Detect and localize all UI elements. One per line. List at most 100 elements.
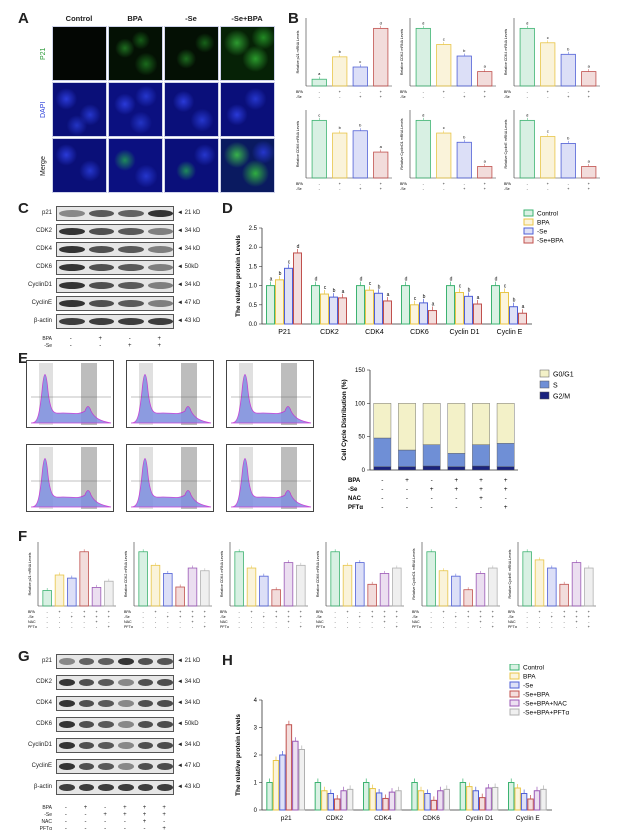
mini-letter: b <box>463 48 466 53</box>
treat-mark: - <box>443 619 445 624</box>
treat-mark: + <box>359 94 362 99</box>
treat-mark: - <box>455 624 457 629</box>
treat-mark: - <box>551 624 553 629</box>
treat-mark: - <box>396 619 398 624</box>
treat-mark: - <box>142 609 144 614</box>
y-tick-label: 1.5 <box>249 264 258 270</box>
stacked-bar-segment <box>447 466 466 471</box>
treat-mark: - <box>423 181 425 186</box>
treat-label: BPA <box>400 182 408 186</box>
x-tick-label: Cyclin D1 <box>466 815 494 822</box>
mini-ylabel: Relative CDK6 mRNA Levels <box>316 551 320 598</box>
blot-label: β-actin <box>33 784 52 790</box>
significance-letter: a <box>522 304 525 310</box>
mini-bar <box>246 567 257 607</box>
bar <box>479 797 486 811</box>
blot-kd-label: ◄ 21 kD <box>177 210 201 216</box>
legend-swatch <box>539 391 550 400</box>
flow-histogram-plot <box>230 447 312 509</box>
treat-mark: - <box>84 812 87 818</box>
treat-label: PFTα <box>508 625 517 629</box>
legend-label: G2/M <box>553 394 570 401</box>
blot-band <box>137 784 154 791</box>
stacked-bar-segment <box>422 403 441 445</box>
panel-label-a: A <box>18 10 29 27</box>
mini-letter: b <box>339 125 342 130</box>
legend: Control BPA -Se -Se+BPA -Se+BPA+NAC -Se+BPA+P… <box>509 664 570 717</box>
treat-mark: + <box>123 812 127 818</box>
blot-band <box>137 763 154 770</box>
treat-mark: - <box>64 819 67 825</box>
treat-mark: - <box>69 343 72 349</box>
treat-mark: - <box>263 624 265 629</box>
mini-letter: b <box>567 135 570 140</box>
significance-letter: c <box>369 281 372 287</box>
bar <box>520 793 528 811</box>
treat-mark: - <box>251 619 253 624</box>
blot-label: CyclinE <box>31 763 52 769</box>
mini-bar <box>175 586 185 607</box>
treat-mark: + <box>103 812 107 818</box>
mini-bar <box>475 573 486 607</box>
legend: G0/G1 S G2/M <box>539 369 574 401</box>
mini-bar <box>522 551 532 607</box>
blot-band <box>78 721 95 728</box>
flow-histogram-curve <box>130 458 212 508</box>
stacked-plot-area: 0 50 100 150 Cell Cycle Distribution (%) BPA -… <box>341 368 518 511</box>
stacked-bar-segment <box>447 403 466 454</box>
micrograph-dapi-se-bpa <box>220 82 275 137</box>
stacked-bar-segment <box>422 444 441 467</box>
blot-band <box>88 318 114 325</box>
blot-band <box>137 658 154 665</box>
treat-mark: - <box>527 181 529 186</box>
blot-band <box>147 264 173 271</box>
bar <box>365 289 374 325</box>
treat-label: -Se <box>44 343 52 349</box>
flow-histogram <box>226 444 314 512</box>
blot-band <box>78 763 95 770</box>
blot-label: CDK4 <box>35 246 52 252</box>
mini-bar <box>311 78 327 87</box>
significance-letter: c <box>288 259 291 265</box>
treat-mark: + <box>162 826 166 832</box>
panel-label-b: B <box>288 10 299 27</box>
panel-e-stacked-chart: 0 50 100 150 Cell Cycle Distribution (%) BPA -… <box>341 368 574 511</box>
treat-label: -Se <box>400 95 406 99</box>
blot-kd-label: ◄ 34 kD <box>177 246 201 252</box>
blot-label: CDK6 <box>35 721 52 727</box>
treat-mark: - <box>568 181 570 186</box>
legend-label: S <box>553 383 558 390</box>
treat-mark: - <box>59 619 61 624</box>
mini-bar <box>456 141 472 179</box>
treat-label: -Se <box>504 95 510 99</box>
mini-bar <box>534 559 545 607</box>
panel-h-chart: 0 1 2 3 4 The relative protein Levels p21 CDK2 C… <box>235 664 570 822</box>
bar <box>383 300 392 325</box>
mini-letter: c <box>359 59 361 64</box>
mini-bar <box>581 71 597 87</box>
mini-bar <box>283 562 294 607</box>
bar <box>411 782 418 811</box>
micrograph-p21-bpa <box>108 26 163 81</box>
y-tick-label: 100 <box>355 401 366 407</box>
treat-mark: - <box>406 495 408 502</box>
treat-label: NAC <box>124 620 132 624</box>
row-header-p21: P21 <box>40 47 47 61</box>
blot-band <box>118 658 134 665</box>
blot-band <box>118 318 144 325</box>
treat-mark: + <box>142 812 147 818</box>
blot-kd-label: ◄ 34 kD <box>177 282 201 288</box>
mini-bar <box>200 570 210 607</box>
y-tick-label: 0 <box>254 808 258 814</box>
treat-mark: - <box>167 624 169 629</box>
treat-mark: + <box>58 609 61 614</box>
mini-bar <box>54 574 65 607</box>
mini-bar <box>234 551 244 607</box>
treat-mark: + <box>108 624 111 629</box>
treat-mark: - <box>443 186 445 191</box>
x-tick-label: p21 <box>281 815 292 822</box>
mini-bar <box>560 143 576 179</box>
y-axis-label: The relative protein Levels <box>235 714 242 796</box>
bar <box>266 782 273 811</box>
